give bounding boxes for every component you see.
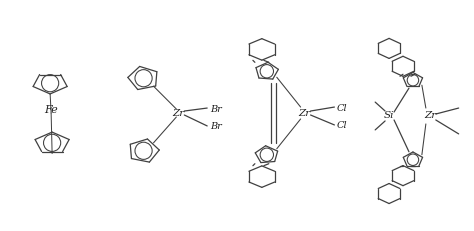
Text: Zr: Zr	[425, 112, 437, 121]
Text: Br: Br	[210, 122, 222, 131]
Text: Br: Br	[210, 105, 222, 114]
Text: Fe: Fe	[44, 105, 58, 115]
Text: Cl: Cl	[337, 103, 347, 112]
Text: Si: Si	[384, 112, 394, 121]
Text: Zr: Zr	[172, 109, 184, 118]
Text: Cl: Cl	[337, 122, 347, 131]
Text: Zr: Zr	[299, 109, 311, 118]
